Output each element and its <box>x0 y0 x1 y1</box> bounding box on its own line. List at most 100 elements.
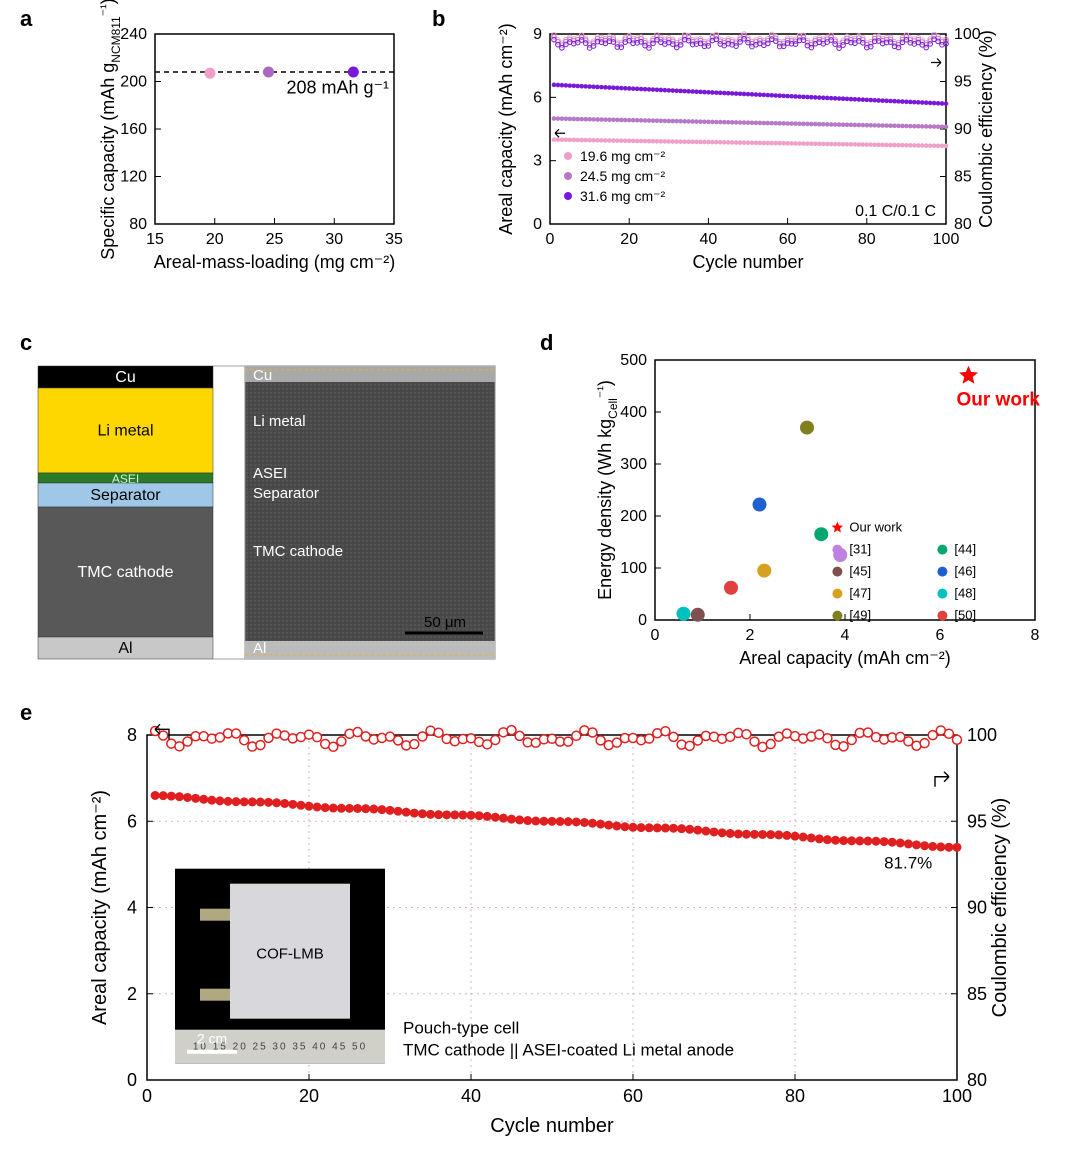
svg-text:2: 2 <box>127 984 137 1004</box>
svg-text:[47]: [47] <box>849 586 871 601</box>
svg-text:240: 240 <box>120 26 147 43</box>
svg-text:COF-LMB: COF-LMB <box>256 946 324 963</box>
svg-text:0.1 C/0.1 C: 0.1 C/0.1 C <box>855 203 936 220</box>
svg-text:Our work: Our work <box>957 390 1041 411</box>
svg-text:200: 200 <box>120 74 147 91</box>
svg-text:TMC cathode: TMC cathode <box>77 564 173 581</box>
svg-text:6: 6 <box>127 811 137 831</box>
svg-text:300: 300 <box>620 456 647 473</box>
svg-text:Areal capacity (mAh cm⁻²): Areal capacity (mAh cm⁻²) <box>496 23 516 235</box>
svg-text:24.5 mg cm⁻²: 24.5 mg cm⁻² <box>580 168 666 184</box>
panel-label-e: e <box>20 700 32 726</box>
svg-text:35: 35 <box>385 231 403 248</box>
svg-text:85: 85 <box>967 984 987 1004</box>
svg-text:100: 100 <box>967 725 997 745</box>
svg-text:81.7%: 81.7% <box>884 854 932 873</box>
svg-text:40: 40 <box>461 1086 481 1106</box>
svg-text:Coulombic efficiency (%): Coulombic efficiency (%) <box>976 30 996 228</box>
svg-text:160: 160 <box>120 121 147 138</box>
svg-text:4: 4 <box>841 627 850 644</box>
svg-text:2: 2 <box>746 627 755 644</box>
svg-text:80: 80 <box>129 216 147 233</box>
svg-text:Al: Al <box>253 640 266 657</box>
chart-a: 15 20 25 30 35 80 120 160 200 240 208 mAh g⁻¹ Areal… <box>100 24 400 274</box>
svg-text:20: 20 <box>620 231 638 248</box>
svg-text:Pouch-type cell: Pouch-type cell <box>403 1019 519 1038</box>
svg-text:[46]: [46] <box>954 564 976 579</box>
svg-text:Our work: Our work <box>849 520 902 535</box>
svg-text:0: 0 <box>638 612 647 629</box>
panel-label-c: c <box>20 330 32 356</box>
svg-text:80: 80 <box>785 1086 805 1106</box>
svg-text:Coulombic efficiency (%): Coulombic efficiency (%) <box>989 798 1011 1018</box>
svg-text:Areal capacity (mAh cm⁻²): Areal capacity (mAh cm⁻²) <box>739 648 951 668</box>
svg-text:208 mAh g⁻¹: 208 mAh g⁻¹ <box>286 77 389 97</box>
svg-text:Energy density (Wh kgCell⁻¹): Energy density (Wh kgCell⁻¹) <box>594 380 620 600</box>
svg-text:9: 9 <box>533 26 542 43</box>
svg-text:60: 60 <box>779 231 797 248</box>
svg-text:Areal-mass-loading (mg cm⁻²): Areal-mass-loading (mg cm⁻²) <box>154 252 396 272</box>
svg-text:100: 100 <box>620 560 647 577</box>
svg-text:80: 80 <box>858 231 876 248</box>
svg-text:95: 95 <box>954 74 972 91</box>
svg-text:20: 20 <box>206 231 224 248</box>
svg-text:Areal capacity (mAh cm⁻²): Areal capacity (mAh cm⁻²) <box>89 790 111 1025</box>
svg-text:20: 20 <box>299 1086 319 1106</box>
svg-text:TMC cathode || ASEI-coated Li: TMC cathode || ASEI-coated Li metal anod… <box>403 1041 734 1060</box>
svg-text:500: 500 <box>620 352 647 369</box>
svg-text:120: 120 <box>120 169 147 186</box>
panel-label-d: d <box>540 330 553 356</box>
svg-text:Cycle number: Cycle number <box>490 1115 614 1137</box>
svg-text:[49]: [49] <box>849 608 871 623</box>
svg-text:50 μm: 50 μm <box>424 614 466 631</box>
svg-text:6: 6 <box>533 89 542 106</box>
svg-text:0: 0 <box>127 1070 137 1090</box>
svg-text:100: 100 <box>933 231 960 248</box>
svg-text:[45]: [45] <box>849 564 871 579</box>
svg-text:[44]: [44] <box>954 542 976 557</box>
chart-d: 0 2 4 6 8 0 100 200 300 400 500 Our work Our work [31… <box>595 350 1045 670</box>
svg-text:Cycle number: Cycle number <box>692 252 803 272</box>
svg-text:TMC cathode: TMC cathode <box>253 543 343 560</box>
panel-label-b: b <box>432 6 445 32</box>
svg-text:8: 8 <box>127 725 137 745</box>
svg-text:31.6 mg cm⁻²: 31.6 mg cm⁻² <box>580 188 666 204</box>
chart-e: 020406080100024688085909510081.7%COF-LMB… <box>92 720 1012 1140</box>
svg-text:15: 15 <box>146 231 164 248</box>
svg-text:0: 0 <box>546 231 555 248</box>
svg-text:Specific capacity (mAh gNCM811: Specific capacity (mAh gNCM811⁻¹) <box>97 0 123 260</box>
svg-text:3: 3 <box>533 153 542 170</box>
diagram-c: CuLi metalASEISeparatorTMC cathodeAlCuLi… <box>30 360 500 670</box>
svg-text:ASEI: ASEI <box>253 465 287 482</box>
svg-text:400: 400 <box>620 404 647 421</box>
svg-text:Al: Al <box>118 640 132 657</box>
chart-b: 02040608010003698085909510019.6 mg cm⁻²2… <box>498 24 998 274</box>
svg-text:Li metal: Li metal <box>97 423 153 440</box>
svg-text:0: 0 <box>533 216 542 233</box>
svg-text:40: 40 <box>700 231 718 248</box>
svg-text:4: 4 <box>127 898 137 918</box>
svg-text:80: 80 <box>954 216 972 233</box>
svg-text:2 cm: 2 cm <box>197 1031 227 1047</box>
svg-text:0: 0 <box>651 627 660 644</box>
svg-text:19.6 mg cm⁻²: 19.6 mg cm⁻² <box>580 148 666 164</box>
svg-text:60: 60 <box>623 1086 643 1106</box>
svg-text:Separator: Separator <box>253 485 319 502</box>
svg-text:[48]: [48] <box>954 586 976 601</box>
svg-text:8: 8 <box>1031 627 1040 644</box>
svg-text:90: 90 <box>967 898 987 918</box>
svg-text:200: 200 <box>620 508 647 525</box>
svg-text:6: 6 <box>936 627 945 644</box>
svg-text:Cu: Cu <box>115 369 135 386</box>
svg-text:30: 30 <box>325 231 343 248</box>
svg-text:25: 25 <box>266 231 284 248</box>
svg-text:Separator: Separator <box>90 487 161 504</box>
svg-text:85: 85 <box>954 169 972 186</box>
svg-text:0: 0 <box>142 1086 152 1106</box>
svg-text:Cu: Cu <box>253 367 272 384</box>
panel-label-a: a <box>20 6 32 32</box>
svg-text:[31]: [31] <box>849 542 871 557</box>
svg-text:80: 80 <box>967 1070 987 1090</box>
svg-text:95: 95 <box>967 811 987 831</box>
svg-text:[50]: [50] <box>954 608 976 623</box>
